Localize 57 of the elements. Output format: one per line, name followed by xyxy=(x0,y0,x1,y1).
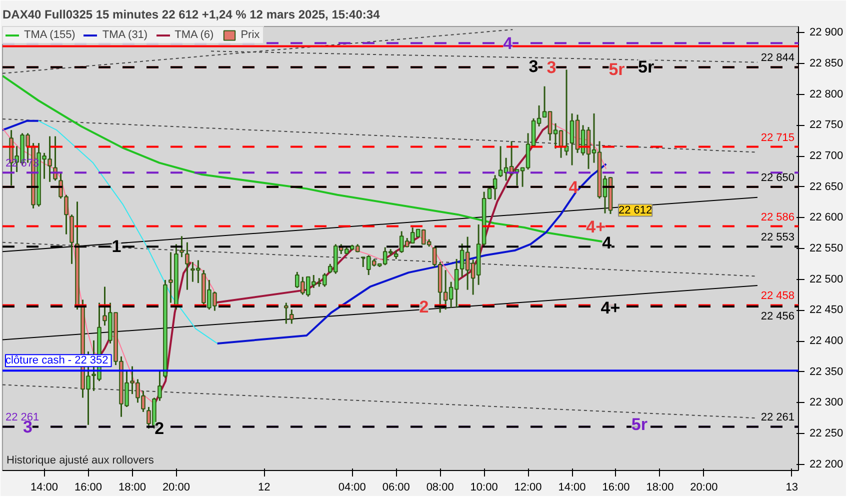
ref-line-label: 22 553 xyxy=(760,232,795,244)
x-tick-label: 06:00 xyxy=(382,482,410,494)
chart-title: DAX40 Full0325 15 minutes 22 612 +1,24 % 12 mars 2025, 15:40:34 xyxy=(2,8,380,22)
y-tick-label: 22 500 xyxy=(810,273,844,286)
x-tick-label: 20:00 xyxy=(690,482,718,494)
x-tick-label: 18:00 xyxy=(646,482,674,494)
annotation: 1 xyxy=(112,237,122,256)
annotation: 5r xyxy=(608,60,626,80)
y-tick-label: 22 450 xyxy=(810,304,844,316)
annotation: 3 xyxy=(528,56,538,76)
y-tick-label: 22 850 xyxy=(810,58,844,70)
y-tick-label: 22 800 xyxy=(810,88,844,100)
y-tick-label: 22 350 xyxy=(810,366,844,378)
annotation: 2 xyxy=(419,297,429,316)
x-tick-label: 16:00 xyxy=(74,482,102,494)
y-tick-label: 22 750 xyxy=(810,119,844,132)
y-tick-label: 22 250 xyxy=(810,428,844,440)
y-tick-label: 22 400 xyxy=(810,335,844,347)
annotation: 4 xyxy=(568,178,579,197)
ref-line-label: 22 261 xyxy=(760,412,795,424)
annotation: 3 xyxy=(546,58,556,78)
ref-line-label: 22 844 xyxy=(760,52,795,64)
legend-label: TMA (155) xyxy=(24,29,76,41)
annotation: 4 xyxy=(503,34,514,54)
x-tick-label: 16:00 xyxy=(602,482,630,494)
x-tick-label: 08:00 xyxy=(426,482,454,494)
y-tick-label: 22 700 xyxy=(810,150,844,162)
annotation: 2 xyxy=(154,418,164,438)
annotation: 5r xyxy=(638,58,654,77)
y-tick-label: 22 550 xyxy=(810,242,844,254)
x-tick-label: 04:00 xyxy=(338,482,366,494)
ref-line-label: clôture cash - 22 352 xyxy=(6,354,108,367)
x-tick-label: 13 xyxy=(786,482,798,494)
ref-line-label: 22 715 xyxy=(760,132,795,144)
legend-label: TMA (31) xyxy=(102,29,148,41)
x-tick-label: 20:00 xyxy=(162,482,190,494)
legend-label: Prix xyxy=(240,29,261,41)
ref-line-label: 22 650 xyxy=(760,172,795,184)
annotation: 4+ xyxy=(600,298,620,318)
y-tick-label: 22 900 xyxy=(810,26,844,39)
y-tick-label: 22 650 xyxy=(810,180,844,193)
x-tick-label: 12:00 xyxy=(514,482,542,494)
x-tick-label: 14:00 xyxy=(558,482,586,494)
annotation: 5r xyxy=(631,414,648,434)
x-tick-label: 14:00 xyxy=(30,482,58,494)
annotation: Historique ajusté aux rollovers xyxy=(6,454,154,466)
annotation: 22 612 xyxy=(618,204,652,216)
ref-line-label: 22 586 xyxy=(760,211,795,224)
y-tick-label: 22 200 xyxy=(810,458,844,470)
x-tick-label: 18:00 xyxy=(118,482,146,494)
x-tick-label: 12 xyxy=(258,482,270,494)
x-tick-label: 10:00 xyxy=(470,482,498,494)
y-tick-label: 22 600 xyxy=(810,212,844,224)
legend-label: TMA (6) xyxy=(174,29,214,41)
ref-line-label: 22 456 xyxy=(760,310,795,322)
ref-line-label: 22 458 xyxy=(760,290,795,302)
y-tick-label: 22 300 xyxy=(810,396,844,409)
